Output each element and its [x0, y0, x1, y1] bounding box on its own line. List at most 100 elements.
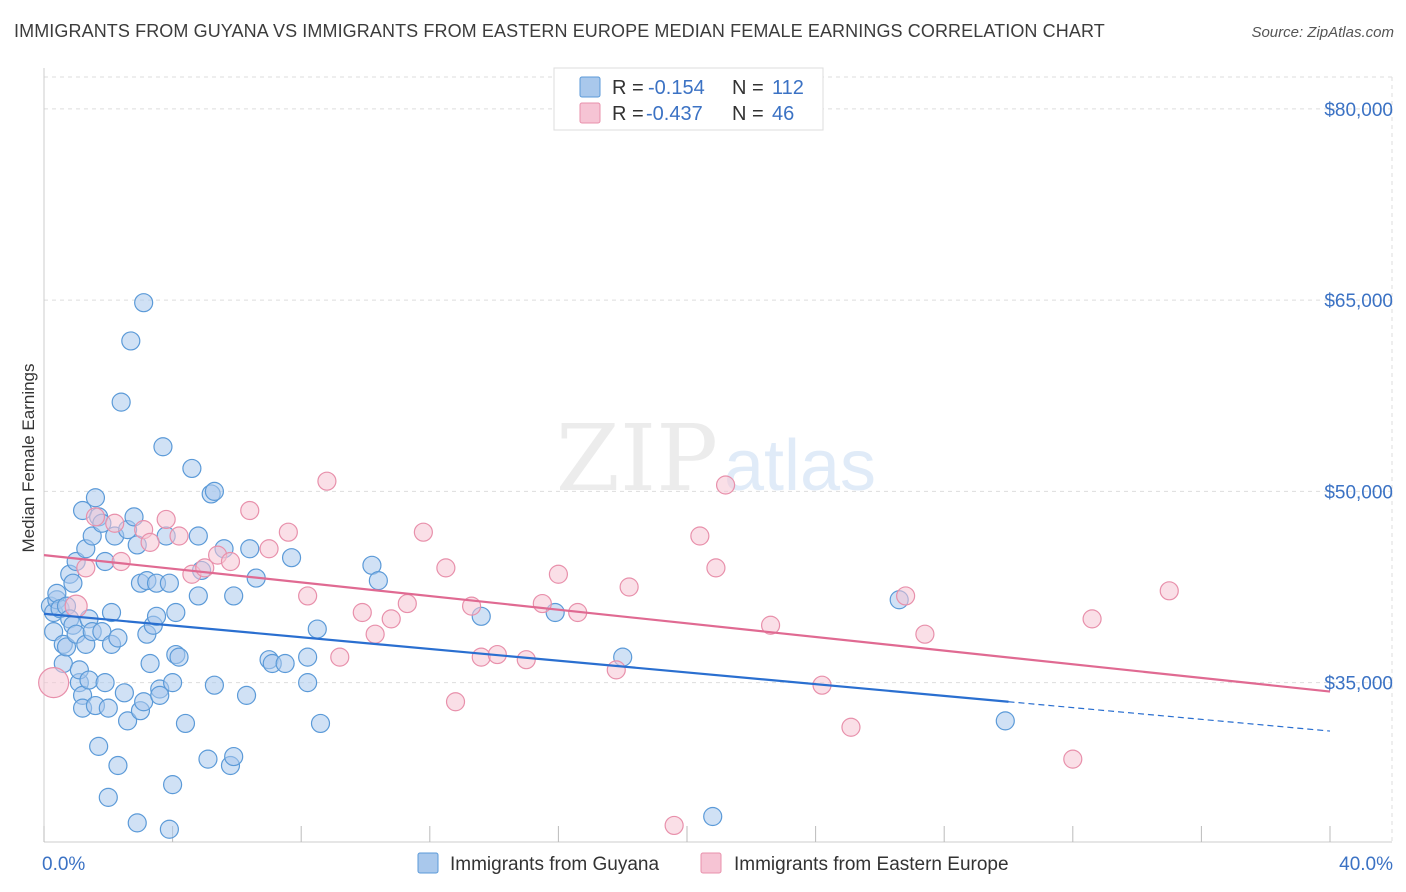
legend-n-value-1: 112 [772, 77, 804, 99]
guyana-point-53 [134, 293, 154, 313]
y-axis-label: Median Female Earnings [19, 364, 38, 553]
guyana-point-70 [169, 647, 189, 667]
legend-swatch-blue [579, 76, 601, 98]
eastern-europe-point-46 [1082, 609, 1102, 629]
guyana-point-46 [121, 331, 141, 351]
guyana-point-66 [163, 673, 183, 693]
eastern-europe-point-38 [706, 558, 726, 578]
guyana-point-37 [101, 602, 122, 623]
guyana-point-90 [281, 548, 302, 568]
eastern-europe-point-26 [445, 692, 466, 712]
eastern-europe-point-30 [516, 650, 536, 670]
guyana-point-34 [95, 673, 115, 693]
guyana-point-41 [108, 755, 128, 776]
eastern-europe-point-16 [278, 522, 298, 542]
bottom-legend-eastern-europe: Immigrants from Eastern Europe [734, 854, 1009, 875]
guyana-point-25 [82, 526, 102, 546]
eastern-europe-point-40 [760, 615, 781, 635]
eastern-europe-point-31 [532, 593, 552, 614]
guyana-point-89 [275, 653, 295, 674]
guyana-point-13 [63, 573, 83, 593]
guyana-point-102 [995, 711, 1015, 731]
guyana-point-24 [79, 670, 99, 690]
guyana-point-85 [240, 539, 260, 559]
guyana-point-67 [163, 775, 183, 795]
series-eastern-europe-points [38, 471, 1179, 836]
legend-r-label-2: R = [612, 103, 644, 125]
y-tick-label-1: $50,000 [1324, 482, 1393, 503]
watermark: ZIP atlas [556, 405, 876, 512]
eastern-europe-point-32 [548, 564, 569, 584]
chart-title: IMMIGRANTS FROM GUYANA VS IMMIGRANTS FRO… [14, 21, 1105, 41]
eastern-europe-point-35 [619, 577, 639, 597]
y-tick-labels: $35,000 $50,000 $65,000 $80,000 [1324, 100, 1393, 695]
top-legend: R = -0.154 N = 112 R = -0.437 N = 46 [553, 67, 824, 131]
legend-r-value-1: -0.154 [648, 77, 705, 99]
guyana-point-79 [204, 675, 224, 695]
eastern-europe-point-24 [413, 522, 433, 542]
guyana-point-64 [159, 819, 179, 839]
guyana-point-93 [307, 619, 327, 639]
watermark-atlas: atlas [724, 426, 876, 506]
eastern-europe-point-23 [397, 593, 417, 614]
eastern-europe-point-8 [156, 509, 176, 530]
eastern-europe-point-20 [352, 602, 372, 623]
eastern-europe-point-37 [690, 526, 710, 546]
eastern-europe-point-34 [606, 660, 626, 680]
trend-lines [43, 554, 1331, 732]
eastern-europe-point-28 [471, 647, 491, 667]
eastern-europe-point-2 [76, 558, 96, 578]
guyana-point-72 [182, 458, 202, 479]
eastern-europe-point-45 [1063, 749, 1083, 769]
guyana-trend-extension [1008, 701, 1331, 732]
eastern-europe-point-13 [220, 551, 241, 572]
guyana-point-91 [298, 647, 318, 667]
eastern-europe-point-5 [111, 551, 131, 572]
y-tick-label-0: $35,000 [1324, 674, 1393, 695]
bottom-legend-swatch-pink [700, 852, 722, 874]
eastern-europe-point-7 [140, 532, 160, 552]
guyana-point-65 [159, 573, 179, 593]
eastern-europe-point-21 [365, 624, 385, 644]
bottom-legend: Immigrants from Guyana Immigrants from E… [417, 852, 1009, 875]
eastern-europe-point-3 [85, 507, 106, 527]
guyana-point-73 [188, 586, 208, 606]
guyana-point-58 [146, 606, 167, 626]
guyana-point-84 [236, 685, 257, 705]
y-tick-label-2: $65,000 [1324, 291, 1393, 312]
legend-swatch-pink [579, 102, 601, 124]
eastern-europe-point-15 [259, 539, 279, 559]
guyana-point-45 [117, 711, 138, 731]
guyana-point-43 [114, 683, 134, 703]
guyana-point-2 [44, 622, 64, 642]
guyana-point-30 [89, 736, 109, 756]
guyana-point-92 [298, 673, 318, 693]
guyana-point-62 [153, 437, 173, 457]
guyana-point-56 [140, 653, 160, 674]
eastern-europe-point-17 [298, 586, 318, 606]
eastern-europe-point-18 [317, 471, 337, 491]
bottom-legend-guyana: Immigrants from Guyana [450, 854, 659, 875]
eastern-europe-point-42 [841, 717, 861, 737]
guyana-point-83 [224, 746, 244, 767]
legend-n-label-2: N = [732, 103, 764, 125]
legend-r-value-2: -0.437 [646, 103, 703, 125]
guyana-point-27 [85, 488, 106, 508]
guyana-point-78 [204, 481, 224, 501]
guyana-point-42 [111, 392, 131, 412]
eastern-europe-point-1 [64, 594, 88, 618]
eastern-europe-point-39 [715, 475, 736, 495]
guyana-point-9 [56, 637, 77, 657]
guyana-point-100 [703, 806, 723, 827]
y-tick-label-3: $80,000 [1324, 100, 1393, 121]
eastern-europe-point-25 [436, 558, 456, 578]
eastern-europe-point-47 [1159, 581, 1179, 601]
watermark-zip: ZIP [556, 405, 718, 512]
eastern-europe-point-43 [896, 586, 916, 606]
guyana-point-40 [108, 628, 128, 648]
guyana-point-47 [124, 507, 144, 527]
eastern-europe-point-22 [381, 609, 401, 629]
eastern-europe-point-14 [240, 500, 260, 521]
legend-n-value-2: 46 [772, 103, 794, 125]
